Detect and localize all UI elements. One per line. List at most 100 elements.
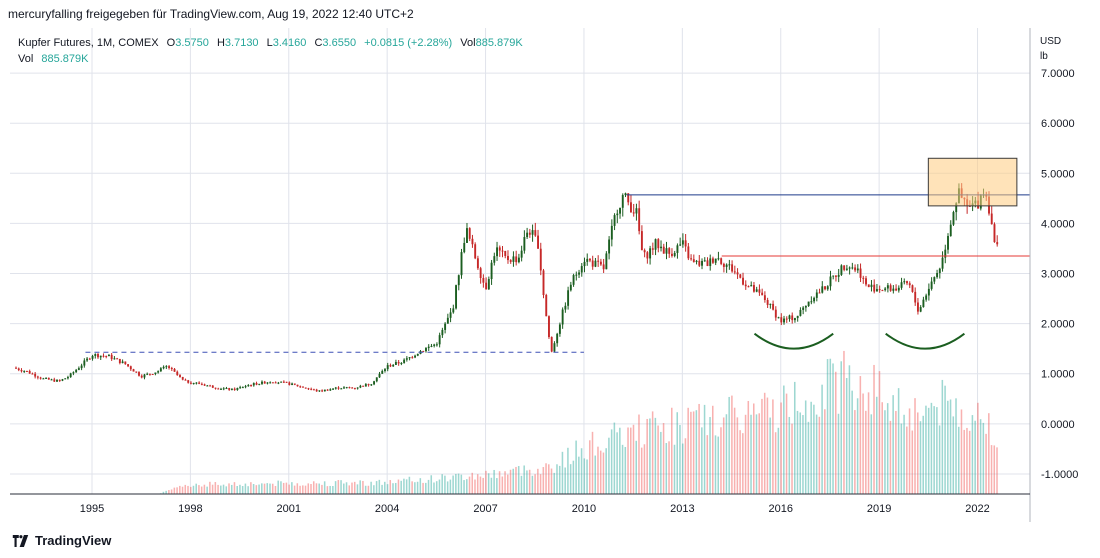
candle-body <box>375 377 378 382</box>
candle-body <box>736 272 739 275</box>
candle-body <box>263 381 266 384</box>
candle-body <box>654 239 657 250</box>
volume-bar <box>676 412 679 494</box>
volume-bar <box>408 476 411 494</box>
volume-bar <box>241 486 244 494</box>
volume-bar <box>206 486 208 494</box>
volume-label[interactable]: Vol <box>18 53 34 65</box>
candle-body <box>821 286 824 293</box>
candle-body <box>102 355 105 357</box>
candle-body <box>94 354 97 356</box>
candle-body <box>233 388 236 390</box>
volume-bar <box>233 482 236 494</box>
volume-bar <box>818 416 821 494</box>
volume-bar <box>985 433 987 494</box>
candle-body <box>673 252 676 256</box>
candle-body <box>788 315 791 320</box>
symbol-label[interactable]: Kupfer Futures, 1M, COMEX <box>18 37 159 49</box>
volume-bar <box>714 435 717 494</box>
volume-bar <box>916 412 919 494</box>
volume-bar <box>553 472 556 494</box>
volume-bar <box>739 430 741 494</box>
volume-bar <box>720 427 722 494</box>
candle-body <box>681 240 684 245</box>
candle-body <box>867 284 870 288</box>
candle-body <box>605 253 608 270</box>
candle-body <box>692 259 695 262</box>
candle-body <box>274 382 277 384</box>
volume-bar <box>988 413 990 494</box>
volume-bar <box>170 489 173 494</box>
candle-body <box>457 275 460 286</box>
volume-bar <box>947 400 949 494</box>
volume-bar <box>796 410 799 494</box>
volume-bar <box>414 482 416 494</box>
volume-bar <box>815 414 818 494</box>
candle-body <box>482 278 485 283</box>
volume-bar <box>895 410 897 494</box>
candle-body <box>897 287 900 291</box>
candle-body <box>345 387 348 389</box>
candle-body <box>47 377 50 380</box>
candle-body <box>766 299 769 305</box>
candle-body <box>903 281 906 283</box>
candle-body <box>755 289 758 292</box>
candle-body <box>671 253 673 256</box>
candle-body <box>886 285 889 289</box>
volume-bar <box>671 407 673 494</box>
candle-body <box>996 242 999 245</box>
volume-bar <box>632 424 635 494</box>
volume-bar <box>189 486 192 494</box>
candle-body <box>862 277 865 279</box>
volume-bar <box>542 467 545 494</box>
candle-body <box>75 369 78 373</box>
volume-bar <box>539 474 542 494</box>
volume-bar <box>881 402 883 494</box>
candle-body <box>936 273 939 278</box>
candle-body <box>638 208 641 232</box>
volume-bar <box>963 429 965 494</box>
candle-body <box>433 344 436 346</box>
volume-bar <box>780 402 782 494</box>
candle-body <box>471 238 474 245</box>
volume-bar <box>742 433 744 494</box>
candle-body <box>665 248 668 254</box>
volume-bar <box>747 400 750 494</box>
candle-body <box>539 248 542 271</box>
candle-body <box>31 373 34 375</box>
candle-body <box>285 381 288 383</box>
candle-body <box>837 274 840 277</box>
volume-bar <box>244 483 247 494</box>
volume-bar <box>750 414 752 494</box>
candle-body <box>619 207 621 214</box>
candle-body <box>441 329 444 336</box>
volume-bar <box>225 486 228 494</box>
volume-bar <box>624 446 627 494</box>
rectangle-drawing[interactable] <box>927 157 1018 207</box>
volume-bar <box>498 471 501 494</box>
volume-bar <box>392 483 394 494</box>
volume-bar <box>834 371 837 494</box>
y-tick-label: -1.0000 <box>1041 469 1078 481</box>
candle-body <box>640 231 643 251</box>
high-value: H3.7130 <box>216 37 259 49</box>
arc-drawing[interactable] <box>753 332 834 350</box>
currency-unit[interactable]: USD lb <box>1040 34 1061 64</box>
candle-body <box>266 382 269 384</box>
candle-body <box>449 312 452 318</box>
volume-bar <box>479 476 482 494</box>
volume-bar <box>528 469 531 494</box>
volume-bar <box>400 480 402 494</box>
candle-body <box>200 383 203 385</box>
candle-body <box>733 271 736 273</box>
drawings[interactable] <box>85 157 1030 353</box>
arc-drawing[interactable] <box>885 332 966 350</box>
volume-bar <box>709 417 711 494</box>
x-tick-label: 2007 <box>473 503 497 515</box>
candle-body <box>157 371 160 373</box>
volume-bar <box>173 487 176 494</box>
volume-bar <box>250 482 252 494</box>
volume-bar <box>425 482 427 494</box>
volume-bar <box>837 413 840 494</box>
